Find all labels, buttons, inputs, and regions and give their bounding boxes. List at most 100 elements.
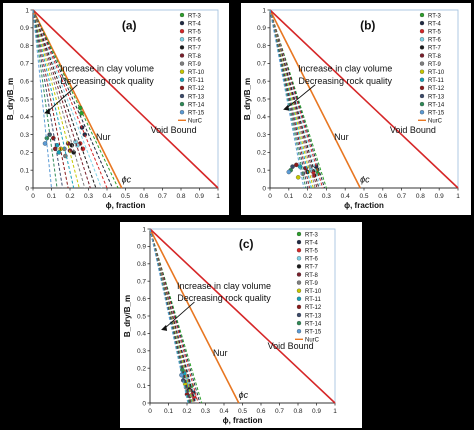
- panel-background: [120, 222, 362, 428]
- legend-marker: [296, 280, 302, 285]
- panel-label: (b): [360, 19, 375, 33]
- legend-label: RT-8: [428, 54, 442, 60]
- x-tick-label: 0.6: [256, 408, 265, 415]
- y-axis-label: B_dry/B_m: [123, 295, 132, 337]
- y-tick-label: 0.8: [137, 261, 146, 268]
- data-point: [65, 141, 71, 146]
- x-tick-label: 0.8: [176, 193, 185, 200]
- series-line: [32, 9, 64, 189]
- x-tick-label: 0.3: [84, 193, 93, 200]
- y-tick-label: 0.9: [20, 25, 29, 32]
- legend-label: RT-12: [188, 86, 205, 92]
- legend-marker: [296, 239, 302, 245]
- annotation-void-bound: Void Bound: [268, 341, 314, 351]
- y-tick-label: 0.1: [20, 168, 29, 175]
- legend-marker: [179, 69, 185, 74]
- y-tick-label: 1: [142, 226, 146, 233]
- legend-marker: [296, 288, 302, 293]
- y-tick-label: 0: [25, 185, 29, 192]
- legend-marker: [419, 110, 425, 115]
- legend-label: RT-4: [428, 21, 442, 27]
- void-bound-line: [32, 9, 219, 189]
- x-axis-label: ϕ, fraction: [223, 416, 263, 425]
- x-tick-label: 0.4: [102, 193, 111, 200]
- legend-marker: [419, 93, 425, 99]
- legend-label: RT-14: [188, 102, 205, 108]
- legend-marker: [296, 231, 302, 237]
- legend-label: RT-6: [305, 257, 319, 263]
- legend-marker: [419, 61, 425, 66]
- x-tick-label: 0.3: [201, 408, 210, 415]
- y-tick-label: 0.9: [137, 244, 146, 251]
- y-tick-label: 0.9: [257, 25, 266, 32]
- x-tick-label: 1: [456, 193, 460, 200]
- legend-label: RT-9: [428, 62, 442, 68]
- legend-marker: [296, 312, 302, 318]
- legend-marker: [419, 101, 425, 107]
- legend-label: RT-10: [428, 70, 445, 76]
- series-line: [32, 9, 80, 189]
- series-line: [32, 9, 114, 189]
- legend-label: RT-13: [428, 94, 445, 100]
- legend-marker: [179, 110, 185, 115]
- x-tick-label: 0.4: [219, 408, 228, 415]
- panel-background: [3, 3, 229, 215]
- legend-marker: [296, 329, 302, 334]
- legend-marker: [179, 12, 185, 18]
- annotation-rock-quality: Decreasing rock quality: [177, 293, 271, 303]
- series-line: [32, 9, 91, 189]
- trend-arrow-line: [47, 84, 78, 112]
- y-axis-label: B_dry/B_m: [6, 78, 15, 120]
- legend-label: RT-6: [428, 38, 442, 44]
- chart-panel-2: 0 0.1 0.2 0.3 0.4 0.5 0.6 0.7 0.8 0.9 1 0 0.1 0.2 0.3 0…: [241, 3, 471, 215]
- legend-label: RT-14: [305, 321, 322, 327]
- y-tick-label: 0.5: [137, 313, 146, 320]
- legend-label: NurC: [305, 338, 320, 344]
- legend-marker: [179, 53, 185, 58]
- legend-marker: [296, 320, 302, 326]
- x-tick-label: 1: [333, 408, 337, 415]
- annotation-phi-c: ϕc: [239, 390, 249, 400]
- annotation-nur: Nur: [334, 132, 349, 142]
- legend-marker: [296, 256, 302, 261]
- legend-label: RT-11: [305, 297, 321, 303]
- legend-label: RT-15: [188, 111, 205, 117]
- data-point: [295, 175, 301, 180]
- legend-label: RT-4: [188, 21, 202, 27]
- nur-bound-line: [269, 9, 361, 189]
- data-point: [290, 164, 295, 169]
- y-tick-label: 1: [25, 7, 29, 14]
- y-tick-label: 0.1: [137, 383, 146, 390]
- legend-marker: [419, 45, 425, 50]
- data-point: [54, 143, 60, 148]
- annotation-void-bound: Void Bound: [390, 125, 436, 135]
- trend-arrow-head: [44, 108, 51, 115]
- x-tick-label: 0: [148, 408, 152, 415]
- legend-marker: [179, 29, 185, 34]
- trend-arrow-head: [161, 324, 168, 331]
- x-tick-label: 0.9: [195, 193, 204, 200]
- legend-marker: [296, 272, 302, 277]
- nur-bound-line: [149, 228, 240, 404]
- annotation-clay-volume: Increase in clay volume: [177, 281, 271, 291]
- legend-marker: [296, 296, 302, 301]
- legend-marker: [179, 101, 185, 107]
- y-tick-label: 0.1: [257, 168, 266, 175]
- y-tick-label: 1: [262, 7, 266, 14]
- x-tick-label: 0.9: [435, 193, 444, 200]
- x-tick-label: 0.6: [139, 193, 148, 200]
- y-tick-label: 0.3: [20, 132, 29, 139]
- legend-marker: [179, 61, 185, 66]
- legend-label: RT-6: [188, 38, 202, 44]
- panel-label: (c): [239, 237, 254, 251]
- legend-label: RT-13: [305, 313, 322, 319]
- legend-label: RT-3: [305, 232, 319, 238]
- legend-label: RT-13: [188, 94, 205, 100]
- annotation-clay-volume: Increase in clay volume: [298, 63, 392, 73]
- y-tick-label: 0.5: [257, 96, 266, 103]
- y-tick-label: 0.5: [20, 96, 29, 103]
- trend-arrow-head: [283, 104, 290, 111]
- legend-label: RT-15: [305, 330, 322, 336]
- y-tick-label: 0.6: [257, 79, 266, 86]
